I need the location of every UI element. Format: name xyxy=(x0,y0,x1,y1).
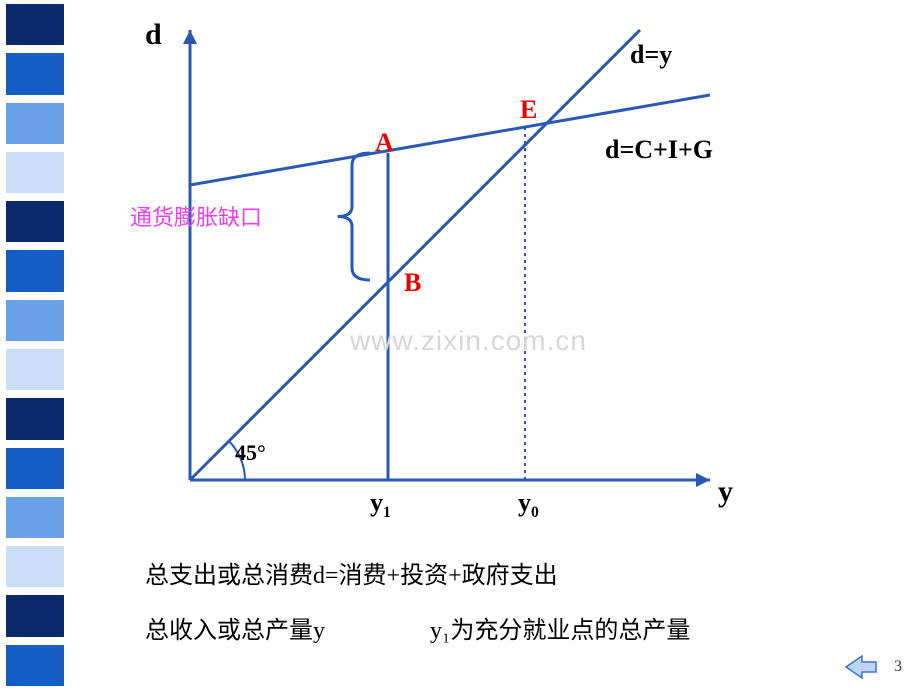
sidebar-seg xyxy=(6,250,64,291)
decorative-sidebar xyxy=(0,0,70,690)
point-label-E: E xyxy=(520,95,537,125)
sidebar-seg xyxy=(6,645,64,686)
sidebar-seg xyxy=(6,497,64,538)
sidebar-seg xyxy=(6,448,64,489)
axis-label-d: d xyxy=(145,18,162,52)
sidebar-seg xyxy=(6,53,64,94)
footer-line-2b: y₁为充分就业点的总产量 xyxy=(430,610,690,645)
sidebar-seg xyxy=(6,595,64,636)
sidebar-seg xyxy=(6,398,64,439)
sidebar-seg xyxy=(6,546,64,587)
line-label-dCIG: d=C+I+G xyxy=(605,135,713,165)
sidebar-seg xyxy=(6,152,64,193)
axis-label-y: y xyxy=(718,475,733,509)
inflation-gap-label: 通货膨胀缺口 xyxy=(130,200,262,232)
page-number: 3 xyxy=(894,658,902,676)
point-label-B: B xyxy=(404,268,421,298)
watermark: www.zixin.com.cn xyxy=(350,325,587,357)
sidebar-seg xyxy=(6,300,64,341)
footer-line-1: 总支出或总消费d=消费+投资+政府支出 xyxy=(145,555,558,590)
line-label-dy: d=y xyxy=(630,40,672,70)
axis-label-y0: y0 xyxy=(518,488,539,522)
sidebar-seg xyxy=(6,103,64,144)
axis-label-y1: y1 xyxy=(370,488,391,522)
sidebar-seg xyxy=(6,349,64,390)
chart-area: d y y1 y0 d=y d=C+I+G A B E 45° 通货膨胀缺口 w… xyxy=(70,0,920,690)
nav-back-button[interactable] xyxy=(844,654,878,680)
angle-label: 45° xyxy=(235,440,266,466)
point-label-A: A xyxy=(375,128,394,158)
sidebar-seg xyxy=(6,201,64,242)
footer-line-2a: 总收入或总产量y xyxy=(145,610,325,645)
sidebar-seg xyxy=(6,4,64,45)
